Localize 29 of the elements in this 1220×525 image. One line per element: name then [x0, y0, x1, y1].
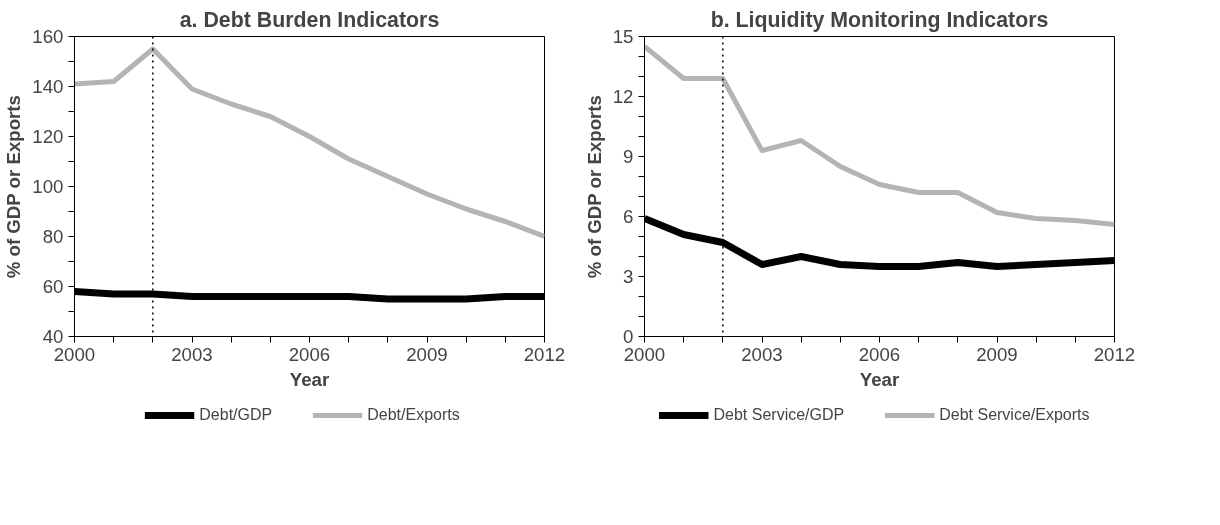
x-tick-label: 2006	[288, 343, 331, 365]
y-axis-title: % of GDP or Exports	[3, 95, 25, 279]
x-tick-label: 2009	[976, 343, 1018, 365]
y-tick-label: 6	[623, 206, 634, 227]
chart-title: b. Liquidity Monitoring Indicators	[710, 7, 1049, 32]
y-tick-label: 9	[623, 146, 634, 167]
x-tick-label: 2003	[741, 343, 783, 365]
y-tick-label: 12	[612, 86, 634, 107]
x-axis-title: Year	[859, 368, 900, 390]
x-axis-title: Year	[289, 368, 330, 390]
y-tick-label: 160	[32, 26, 64, 47]
legend-label: Debt/Exports	[367, 405, 460, 424]
y-tick-label: 15	[612, 26, 634, 47]
y-tick-label: 120	[32, 126, 64, 147]
legend-label: Debt Service/Exports	[939, 405, 1090, 424]
y-tick-label: 60	[42, 276, 64, 297]
x-tick-label: 2003	[171, 343, 213, 365]
x-tick-label: 2012	[523, 343, 566, 365]
x-tick-label: 2006	[858, 343, 901, 365]
y-tick-label: 140	[32, 76, 64, 97]
y-tick-label: 80	[42, 226, 64, 247]
y-axis-title: % of GDP or Exports	[583, 95, 605, 279]
x-tick-label: 2012	[1093, 343, 1136, 365]
legend-label: Debt/GDP	[199, 405, 273, 424]
y-tick-label: 3	[623, 266, 634, 287]
y-tick-label: 100	[32, 176, 64, 197]
legend-label: Debt Service/GDP	[713, 405, 845, 424]
x-tick-label: 2009	[406, 343, 448, 365]
chart-title: a. Debt Burden Indicators	[179, 7, 440, 32]
